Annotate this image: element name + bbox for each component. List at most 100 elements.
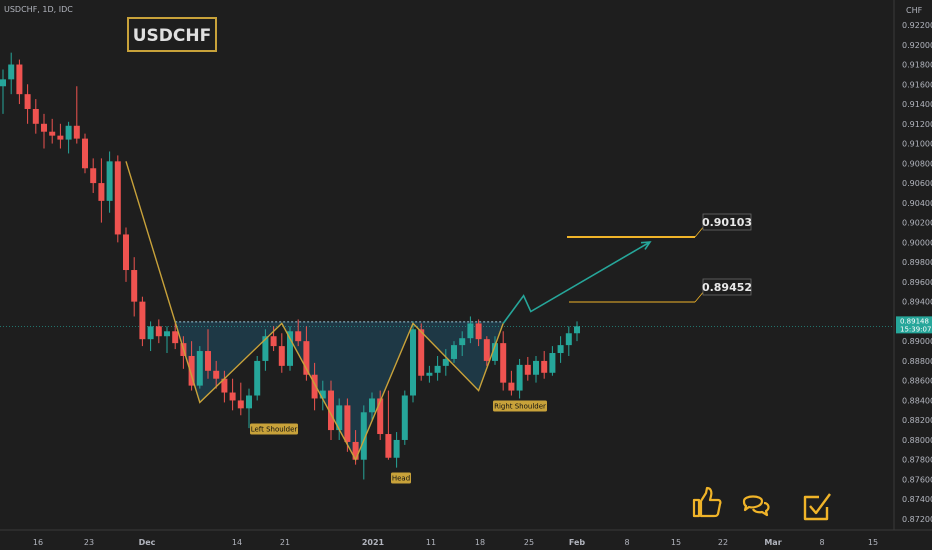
candle [451, 341, 457, 363]
candle-body [328, 390, 334, 431]
candle [401, 390, 408, 445]
candle-body [574, 326, 580, 334]
candle-body [377, 398, 384, 435]
candle [123, 227, 129, 282]
time-tick: 23 [84, 538, 94, 547]
pattern-label-text: Right Shoulder [494, 403, 546, 411]
price-axis[interactable]: 0.92200 0.92000 0.91800 0.91600 0.91400 0.912… [896, 21, 932, 524]
candle [516, 358, 523, 399]
candle-body [196, 351, 203, 386]
candle-body [303, 341, 310, 375]
candle [262, 329, 269, 371]
candle-body [49, 131, 56, 136]
candle-body [360, 412, 367, 460]
candle-body [352, 441, 359, 460]
candle [311, 362, 318, 411]
candle [73, 86, 80, 144]
candle-body [114, 161, 121, 235]
candle-body [188, 355, 195, 386]
candle [377, 390, 384, 440]
candle [508, 370, 515, 396]
candle [213, 360, 220, 389]
candles-layer [0, 52, 580, 480]
candle-body [451, 345, 457, 359]
price-tick: 0.88200 [902, 416, 932, 425]
candle-body [57, 135, 64, 140]
candle-body [164, 331, 170, 337]
time-tick: 8 [819, 538, 824, 547]
candle [131, 257, 138, 317]
candle-body [500, 343, 507, 383]
candle-body [229, 392, 236, 401]
candle-body [205, 351, 211, 371]
candle [442, 349, 449, 376]
target-0.89452: 0.89452 [569, 278, 752, 303]
candle [98, 158, 105, 223]
candle-body [295, 331, 302, 342]
candle-body [262, 336, 269, 361]
candle [90, 158, 97, 193]
candle [0, 69, 6, 114]
candle [541, 351, 548, 379]
candle-body [508, 382, 515, 391]
thumbs-up-icon[interactable] [692, 486, 722, 518]
price-tick: 0.87200 [902, 515, 932, 524]
candle [344, 398, 351, 452]
candle [139, 296, 146, 347]
target-box [702, 278, 752, 296]
pattern-line [125, 161, 504, 462]
candle [147, 321, 154, 352]
candle [57, 123, 64, 149]
target-value: 0.90103 [702, 216, 752, 229]
price-tick: 0.88400 [902, 396, 932, 405]
candle-body [246, 395, 252, 409]
chat-bubbles-icon[interactable] [742, 495, 770, 517]
candle [319, 380, 326, 411]
candle-body [426, 372, 433, 376]
candle [565, 326, 572, 356]
price-tick: 0.90800 [902, 159, 932, 168]
price-tick: 0.88800 [902, 357, 932, 366]
candle-body [549, 353, 556, 373]
projection-arrowhead [640, 241, 652, 250]
candle [24, 84, 31, 124]
candle [221, 370, 228, 403]
time-axis[interactable]: 16 23 Dec 14 21 2021 11 18 25 Feb 8 15 22 Mar 8 15 [33, 538, 878, 547]
candle [246, 388, 252, 429]
price-tick: 0.89600 [902, 278, 932, 287]
candle-body [401, 395, 408, 440]
pattern-label-bg [493, 400, 547, 412]
pattern-label-bg [250, 423, 298, 435]
candle [336, 398, 343, 440]
candle [155, 319, 162, 344]
candle-body [155, 326, 162, 337]
candle-body [147, 326, 154, 340]
price-tick: 0.90200 [902, 219, 932, 228]
candle-body [16, 64, 23, 95]
price-tick: 0.91000 [902, 140, 932, 149]
candle-body [541, 360, 548, 373]
candle-body [565, 333, 572, 346]
checkbox-icon[interactable] [803, 493, 831, 521]
pattern-label-bg [391, 472, 411, 484]
target-box [702, 213, 752, 231]
candle [360, 405, 367, 480]
candle-body [172, 331, 179, 344]
price-tick: 0.91600 [902, 80, 932, 89]
price-tick: 0.87800 [902, 456, 932, 465]
time-tick: Mar [764, 538, 781, 547]
pattern-fill [175, 321, 504, 460]
candle [483, 336, 490, 366]
last-price-value: 0.89148 [900, 317, 929, 325]
candle-body [533, 360, 539, 375]
time-tick: 11 [426, 538, 436, 547]
candle-body [459, 338, 466, 346]
price-tick: 0.87600 [902, 475, 932, 484]
candle-body [410, 329, 416, 396]
candle [492, 336, 498, 365]
candle-body [393, 439, 400, 458]
time-tick: 16 [33, 538, 43, 547]
